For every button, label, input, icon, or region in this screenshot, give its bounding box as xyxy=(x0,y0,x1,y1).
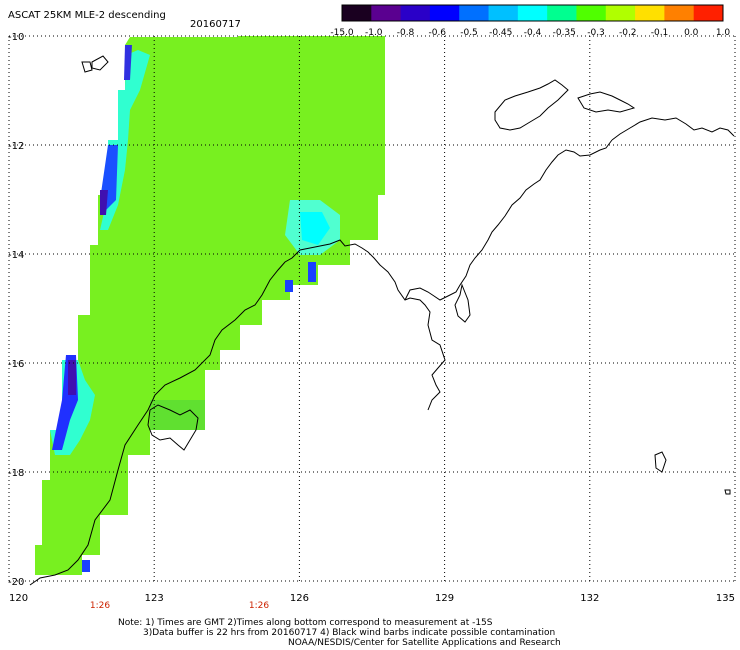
coastline-northwest-islands xyxy=(81,55,109,73)
colorbar-swatch xyxy=(605,5,636,21)
swath-blue-east-2 xyxy=(285,280,293,292)
colorbar-swatch xyxy=(693,5,724,21)
colorbar-label: -0.6 xyxy=(428,28,446,38)
coastline-arnhem xyxy=(611,117,735,141)
colorbar-label: -0.2 xyxy=(619,28,637,38)
colorbar-label: -0.5 xyxy=(460,28,478,38)
colorbar-swatch xyxy=(517,5,548,21)
latitude-labels: -10 -12 -14 -16 -18 -20 xyxy=(8,32,24,588)
coastline-east-island xyxy=(654,451,667,473)
longitude-labels: 120 123 126 129 132 135 xyxy=(9,593,735,604)
lon-label: 132 xyxy=(580,593,599,604)
map-date: 20160717 xyxy=(190,19,241,30)
coastline-cobourg xyxy=(494,79,569,131)
colorbar-swatch xyxy=(576,5,607,21)
lon-label: 129 xyxy=(435,593,454,604)
colorbar-label: -1.0 xyxy=(365,28,383,38)
swath-blue-east xyxy=(308,262,316,282)
colorbar-label: -0.4 xyxy=(524,28,542,38)
coastline-kimberley xyxy=(29,239,446,586)
colorbar-border xyxy=(341,4,724,22)
colorbar-label: -0.8 xyxy=(397,28,415,38)
swath-blue-west-3 xyxy=(100,190,108,215)
swath-cyan-core xyxy=(300,212,330,245)
note-line-2: 3)Data buffer is 22 hrs from 20160717 4)… xyxy=(143,628,556,638)
note-line-3: NOAA/NESDIS/Center for Satellite Applica… xyxy=(288,638,561,648)
colorbar-swatch xyxy=(400,5,431,21)
lat-label: -20 xyxy=(8,577,24,588)
time-label: 1:26 xyxy=(249,601,269,611)
note-line-1: Note: 1) Times are GMT 2)Times along bot… xyxy=(118,618,493,628)
lon-label: 126 xyxy=(290,593,309,604)
colorbar-label: -0.3 xyxy=(587,28,605,38)
colorbar-swatch xyxy=(342,5,372,21)
lat-label: -10 xyxy=(8,32,24,43)
swath-purple-southwest xyxy=(68,360,76,395)
swath-blue-west xyxy=(124,45,132,80)
colorbar-swatch xyxy=(459,5,490,21)
colorbar-label: -0.45 xyxy=(489,28,512,38)
coastline-small-island xyxy=(724,489,731,495)
colorbar-label: -0.1 xyxy=(651,28,669,38)
colorbar-label: 0.0 xyxy=(684,28,699,38)
colorbar-swatch xyxy=(371,5,402,21)
wind-swath xyxy=(35,36,385,575)
time-labels: 1:26 1:26 xyxy=(90,601,269,611)
coastline-peninsula xyxy=(454,283,471,323)
coastline-joseph-bonaparte xyxy=(404,139,613,301)
lat-label: -12 xyxy=(8,141,24,152)
map-title: ASCAT 25KM MLE-2 descending xyxy=(8,10,166,21)
time-label: 1:26 xyxy=(90,601,110,611)
colorbar-label: -0.35 xyxy=(553,28,576,38)
colorbar-swatch xyxy=(664,5,695,21)
colorbar-swatch xyxy=(488,5,519,21)
colorbar-swatch xyxy=(547,5,577,21)
lon-label: 135 xyxy=(716,593,735,604)
coastline xyxy=(29,55,735,586)
lon-label: 120 xyxy=(9,593,28,604)
colorbar xyxy=(341,4,724,22)
lat-label: -16 xyxy=(8,359,24,370)
colorbar-swatch xyxy=(635,5,665,21)
lon-label: 123 xyxy=(145,593,164,604)
colorbar-label: -15.0 xyxy=(330,28,354,38)
swath-main xyxy=(35,36,385,575)
swath-blue-south xyxy=(82,560,90,572)
colorbar-swatch xyxy=(429,5,460,21)
lat-lon-grid xyxy=(8,35,736,582)
colorbar-label: 1.0 xyxy=(716,28,731,38)
lat-label: -18 xyxy=(8,468,24,479)
colorbar-labels: -15.0 -1.0 -0.8 -0.6 -0.5 -0.45 -0.4 -0.35 -0.3 -… xyxy=(330,28,730,38)
coastline-tiwi xyxy=(577,91,636,113)
coastline-southwest-coast xyxy=(147,404,199,451)
lat-label: -14 xyxy=(8,250,24,261)
